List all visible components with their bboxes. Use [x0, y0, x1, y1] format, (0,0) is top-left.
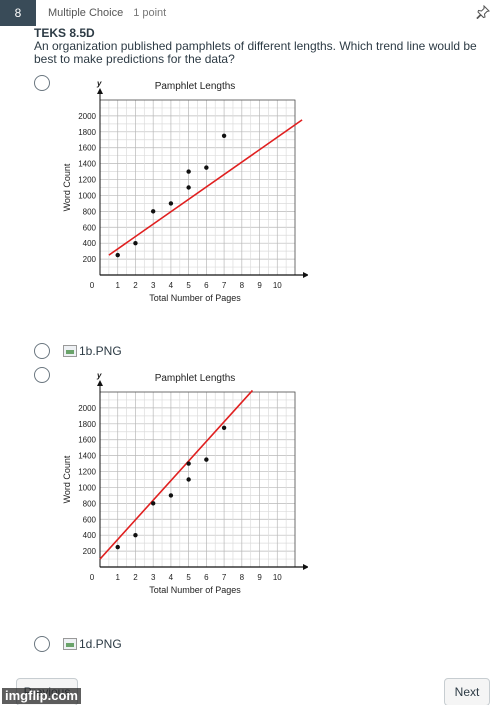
x-tick-label: 10	[273, 573, 282, 582]
x-tick-label: 9	[257, 281, 262, 290]
y-axis-arrow	[97, 88, 103, 94]
y-axis-label: Word Count	[62, 455, 72, 503]
x-tick-label: 6	[204, 281, 209, 290]
choice-d-image: 1d.PNG	[63, 637, 122, 651]
scatter-chart: xy20040060080010001200140016001800200012…	[62, 79, 308, 303]
data-point	[204, 457, 209, 462]
next-button[interactable]: Next	[444, 678, 490, 705]
trend-line	[99, 389, 254, 560]
y-tick-label: 800	[83, 207, 97, 216]
y-tick-label: 1400	[78, 452, 96, 461]
question-points: 1 point	[133, 7, 167, 19]
pin-icon[interactable]	[476, 5, 490, 19]
choice-b-image: 1b.PNG	[63, 344, 122, 358]
y-axis-arrow	[97, 380, 103, 386]
y-tick-label: 200	[83, 547, 97, 556]
x-axis-arrow	[303, 564, 308, 570]
x-tick-label: 8	[240, 281, 245, 290]
y-tick-label: 1200	[78, 468, 96, 477]
choice-c-chart: xy20040060080010001200140016001800200012…	[58, 367, 308, 619]
x-tick-label: 2	[133, 281, 138, 290]
data-point	[133, 240, 138, 246]
data-point	[186, 461, 191, 466]
y-tick-label: 600	[83, 515, 97, 524]
y-tick-label: 1200	[78, 176, 96, 185]
x-tick-label: 3	[151, 281, 156, 290]
x-axis-arrow	[303, 272, 308, 278]
y-axis-letter: y	[96, 79, 102, 88]
data-point	[168, 201, 174, 206]
data-point	[150, 209, 156, 214]
x-axis-label: Total Number of Pages	[149, 293, 241, 303]
imgflip-watermark: imgflip.com	[2, 688, 81, 704]
y-tick-label: 400	[83, 239, 97, 248]
origin-label: 0	[90, 573, 95, 582]
question-number: 8	[0, 0, 36, 26]
x-tick-label: 4	[169, 281, 174, 290]
data-point	[133, 532, 138, 538]
data-point	[115, 544, 120, 550]
data-point	[186, 169, 191, 174]
x-tick-label: 2	[133, 573, 138, 582]
x-tick-label: 3	[151, 573, 156, 582]
broken-image-icon	[63, 638, 77, 650]
data-point	[221, 425, 227, 430]
x-tick-label: 9	[257, 573, 262, 582]
y-tick-label: 2000	[78, 112, 96, 121]
x-tick-label: 7	[222, 281, 227, 290]
x-tick-label: 1	[116, 573, 121, 582]
y-tick-label: 1600	[78, 144, 96, 153]
y-tick-label: 1600	[78, 436, 96, 445]
trend-line	[108, 119, 303, 256]
choice-a-chart: xy20040060080010001200140016001800200012…	[58, 75, 308, 327]
y-tick-label: 600	[83, 223, 97, 232]
choice-b-radio[interactable]	[34, 343, 50, 359]
y-tick-label: 1400	[78, 160, 96, 169]
data-point	[221, 133, 227, 138]
x-tick-label: 4	[169, 573, 174, 582]
broken-image-icon	[63, 345, 77, 357]
choice-d-alt-text: 1d.PNG	[79, 637, 122, 651]
choice-d-radio[interactable]	[34, 636, 50, 652]
y-axis-letter: y	[96, 371, 102, 380]
data-point	[186, 477, 191, 482]
y-tick-label: 1000	[78, 191, 96, 200]
chart-title: Pamphlet Lengths	[155, 373, 236, 384]
standard-label: TEKS 8.5D	[34, 26, 95, 40]
x-tick-label: 10	[273, 281, 282, 290]
scatter-chart: xy20040060080010001200140016001800200012…	[62, 371, 308, 595]
y-tick-label: 800	[83, 499, 97, 508]
y-tick-label: 2000	[78, 404, 96, 413]
x-tick-label: 7	[222, 573, 227, 582]
data-point	[150, 501, 156, 506]
y-tick-label: 1000	[78, 483, 96, 492]
choice-a-radio[interactable]	[34, 75, 50, 91]
data-point	[204, 165, 209, 170]
y-tick-label: 1800	[78, 420, 96, 429]
data-point	[168, 493, 174, 498]
question-type: Multiple Choice	[48, 7, 124, 19]
data-point	[186, 185, 191, 190]
question-text: An organization published pamphlets of d…	[34, 39, 477, 66]
choice-c-radio[interactable]	[34, 367, 50, 383]
x-axis-label: Total Number of Pages	[149, 585, 241, 595]
x-tick-label: 5	[186, 573, 191, 582]
x-tick-label: 8	[240, 573, 245, 582]
y-tick-label: 400	[83, 531, 97, 540]
y-axis-label: Word Count	[62, 163, 72, 211]
x-tick-label: 6	[204, 573, 209, 582]
y-tick-label: 1800	[78, 128, 96, 137]
data-point	[115, 252, 120, 258]
chart-title: Pamphlet Lengths	[155, 81, 236, 92]
x-tick-label: 1	[116, 281, 121, 290]
question-header: 8 Multiple Choice 1 point	[0, 0, 500, 26]
y-tick-label: 200	[83, 255, 97, 264]
choice-b-alt-text: 1b.PNG	[79, 344, 122, 358]
origin-label: 0	[90, 281, 95, 290]
x-tick-label: 5	[186, 281, 191, 290]
